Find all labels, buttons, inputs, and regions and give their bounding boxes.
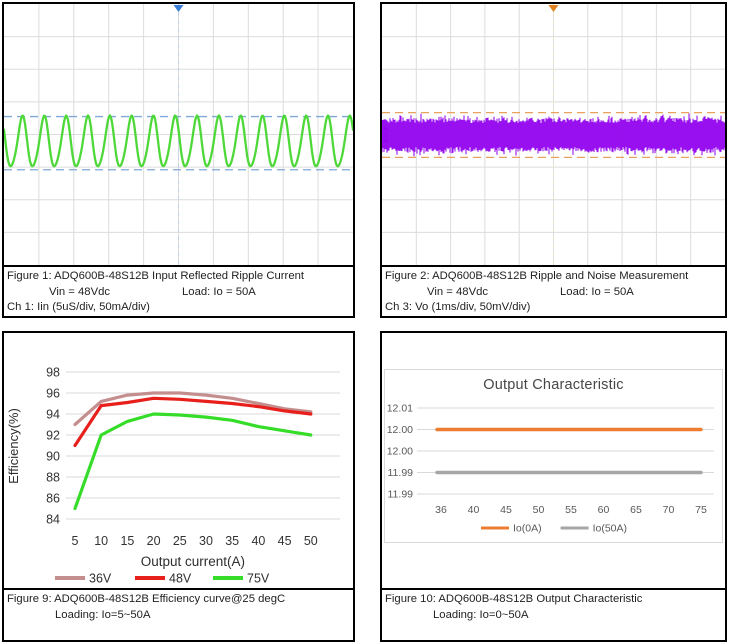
svg-text:Io(50A): Io(50A): [593, 523, 627, 535]
figure2-scope-display: 3: [382, 4, 725, 267]
svg-text:90: 90: [46, 450, 60, 464]
svg-text:60: 60: [598, 504, 610, 516]
figure2-test-conditions: Vin = 48Vdc Load: Io = 50A: [385, 285, 722, 301]
svg-text:75V: 75V: [247, 572, 270, 586]
figure1-scope-display: [4, 4, 353, 267]
svg-text:Efficiency(%): Efficiency(%): [6, 408, 21, 484]
figure10-chart-frame: Output Characteristic 12.01 12.00 12.00 11.…: [384, 369, 723, 543]
svg-text:96: 96: [46, 387, 60, 401]
svg-text:20: 20: [147, 534, 161, 548]
figure1-channel-info: Ch 1: Iin (5uS/div, 50mA/div): [7, 301, 150, 314]
svg-text:88: 88: [46, 471, 60, 485]
figure10-chart-area: Output Characteristic 12.01 12.00 12.00 11.…: [382, 333, 725, 590]
svg-text:36V: 36V: [89, 572, 112, 586]
figure2-caption-title: Figure 2: ADQ600B-48S12B Ripple and Nois…: [385, 270, 689, 282]
svg-text:70: 70: [663, 504, 675, 516]
figure1-ripple-waveform: [4, 4, 353, 265]
svg-text:55: 55: [565, 504, 577, 516]
svg-text:65: 65: [630, 504, 642, 516]
svg-text:15: 15: [120, 534, 134, 548]
svg-text:5: 5: [72, 534, 79, 548]
svg-text:Io(0A): Io(0A): [513, 523, 542, 535]
figure9-caption-title: Figure 9: ADQ600B-48S12B Efficiency curv…: [7, 593, 286, 605]
figure1-load-value: Load: Io = 50A: [182, 285, 256, 298]
figure10-output-chart: 12.01 12.00 12.00 11.99 11.99 36 40 45 50 55 60 65 7…: [387, 403, 714, 535]
figure9-efficiency-chart: 98 96 94 92 90 88 86 84 5 10 15 20 25 30 35 40 45 50 Outpu…: [6, 366, 340, 586]
svg-text:11.99: 11.99: [388, 489, 414, 501]
figure9-chart-area: 98 96 94 92 90 88 86 84 5 10 15 20 25 30 35 40 45 50 Outpu…: [4, 333, 353, 590]
figure1-vin-value: Vin = 48Vdc: [49, 285, 111, 298]
svg-text:12.01: 12.01: [387, 403, 413, 415]
figure2-caption: Figure 2: ADQ600B-48S12B Ripple and Nois…: [382, 267, 725, 316]
svg-text:35: 35: [225, 534, 239, 548]
figure1-panel: Figure 1: ADQ600B-48S12B Input Reflected…: [2, 2, 355, 318]
svg-text:11.99: 11.99: [388, 467, 414, 479]
figure2-load-value: Load: Io = 50A: [560, 285, 634, 298]
svg-text:48V: 48V: [169, 572, 192, 586]
figure10-panel: Output Characteristic 12.01 12.00 12.00 11.…: [380, 331, 727, 642]
svg-text:30: 30: [199, 534, 213, 548]
svg-text:84: 84: [46, 513, 60, 527]
figure10-loading-info: Loading: Io=0~50A: [433, 608, 529, 621]
svg-text:92: 92: [46, 429, 60, 443]
figure2-noise-waveform: 3: [382, 4, 725, 265]
figure2-channel-info: Ch 3: Vo (1ms/div, 50mV/div): [385, 301, 531, 314]
figure10-caption-title: Figure 10: ADQ600B-48S12B Output Charact…: [385, 593, 643, 605]
figure1-caption: Figure 1: ADQ600B-48S12B Input Reflected…: [4, 267, 353, 316]
svg-text:45: 45: [500, 504, 512, 516]
svg-text:12.00: 12.00: [387, 446, 413, 458]
svg-text:36: 36: [435, 504, 447, 516]
svg-text:50: 50: [304, 534, 318, 548]
svg-text:50: 50: [533, 504, 545, 516]
figure2-vin-value: Vin = 48Vdc: [427, 285, 489, 298]
svg-text:10: 10: [94, 534, 108, 548]
svg-text:40: 40: [468, 504, 480, 516]
svg-text:94: 94: [46, 408, 60, 422]
figure9-panel: 98 96 94 92 90 88 86 84 5 10 15 20 25 30 35 40 45 50 Outpu…: [2, 331, 355, 642]
svg-text:Output current(A): Output current(A): [141, 554, 245, 569]
figure10-chart-title: Output Characteristic: [483, 377, 624, 393]
figure1-test-conditions: Vin = 48Vdc Load: Io = 50A: [7, 285, 350, 301]
figure9-loading-info: Loading: Io=5~50A: [55, 608, 151, 621]
svg-text:98: 98: [46, 366, 60, 380]
figure9-caption: Figure 9: ADQ600B-48S12B Efficiency curv…: [4, 590, 353, 623]
figure1-caption-title: Figure 1: ADQ600B-48S12B Input Reflected…: [7, 270, 305, 282]
figure2-panel: 3 Figure 2: ADQ600B-48S12B Ripple and No…: [380, 2, 727, 318]
svg-text:40: 40: [251, 534, 265, 548]
svg-text:12.00: 12.00: [387, 424, 413, 436]
svg-text:86: 86: [46, 492, 60, 506]
svg-text:45: 45: [278, 534, 292, 548]
figure10-caption: Figure 10: ADQ600B-48S12B Output Charact…: [382, 590, 725, 623]
svg-text:75: 75: [695, 504, 707, 516]
svg-text:3: 3: [383, 130, 388, 140]
svg-text:25: 25: [173, 534, 187, 548]
